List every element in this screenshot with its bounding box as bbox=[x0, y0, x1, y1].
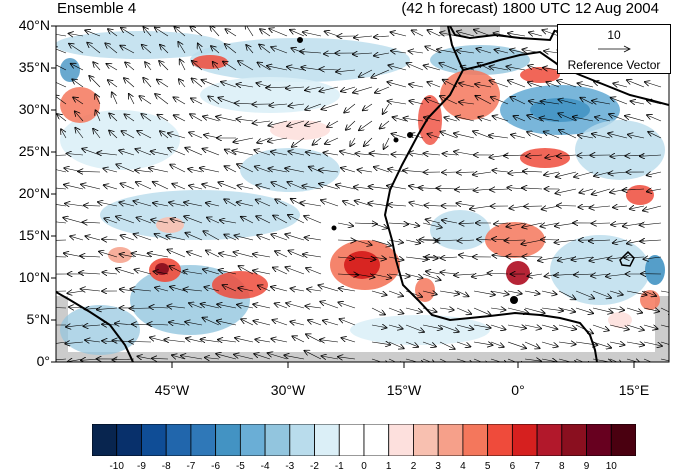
reference-vector-label: Reference Vector bbox=[558, 58, 670, 72]
warm-anomaly bbox=[506, 261, 530, 285]
colorbar-tick-label: 2 bbox=[402, 461, 426, 472]
island bbox=[395, 139, 398, 142]
colorbar-tick-label: -1 bbox=[327, 461, 351, 472]
island bbox=[511, 297, 517, 303]
colorbar-tick-label: 3 bbox=[426, 461, 450, 472]
colorbar-swatch bbox=[611, 424, 636, 456]
cool-anomaly bbox=[60, 58, 80, 82]
lat-label: 20°N bbox=[6, 185, 50, 201]
colorbar-swatch bbox=[339, 424, 364, 456]
colorbar-swatch bbox=[364, 424, 389, 456]
colorbar-swatch bbox=[265, 424, 290, 456]
lon-label: 0° bbox=[493, 382, 543, 398]
lon-label: 45°W bbox=[147, 382, 197, 398]
lat-label: 25°N bbox=[6, 143, 50, 159]
lon-label: 15°E bbox=[609, 382, 659, 398]
lat-label: 40°N bbox=[6, 17, 50, 33]
lat-label: 10°N bbox=[6, 269, 50, 285]
colorbar-tick-label: 4 bbox=[451, 461, 475, 472]
colorbar-swatch bbox=[216, 424, 241, 456]
lat-label: 15°N bbox=[6, 227, 50, 243]
colorbar-tick-label: 5 bbox=[476, 461, 500, 472]
colorbar-swatch bbox=[191, 424, 216, 456]
colorbar-tick-label: 9 bbox=[575, 461, 599, 472]
lon-label: 15°W bbox=[379, 382, 429, 398]
lon-label: 30°W bbox=[263, 382, 313, 398]
cool-anomaly bbox=[575, 120, 665, 180]
colorbar-swatch bbox=[537, 424, 562, 456]
colorbar-swatch bbox=[290, 424, 315, 456]
colorbar-tick-label: 6 bbox=[500, 461, 524, 472]
colorbar-tick-label: -9 bbox=[130, 461, 154, 472]
colorbar-tick-label: -8 bbox=[154, 461, 178, 472]
warm-anomaly bbox=[626, 185, 654, 205]
colorbar-swatch bbox=[562, 424, 587, 456]
colorbar-swatch bbox=[315, 424, 340, 456]
island bbox=[298, 38, 302, 42]
cool-anomaly bbox=[60, 305, 140, 355]
colorbar-swatch bbox=[117, 424, 142, 456]
cool-anomaly bbox=[350, 315, 490, 345]
cool-anomaly bbox=[430, 210, 490, 250]
colorbar-tick-label: -6 bbox=[204, 461, 228, 472]
colorbar-tick-label: 8 bbox=[550, 461, 574, 472]
colorbar-swatch bbox=[587, 424, 612, 456]
colorbar-tick-label: -7 bbox=[179, 461, 203, 472]
warm-anomaly bbox=[108, 247, 132, 263]
island bbox=[333, 227, 336, 230]
warm-anomaly bbox=[212, 271, 268, 299]
colorbar-tick-label: -3 bbox=[278, 461, 302, 472]
colorbar-tick-label: 1 bbox=[377, 461, 401, 472]
warm-anomaly bbox=[192, 55, 228, 69]
colorbar-tick-label: 10 bbox=[599, 461, 623, 472]
colorbar-tick-label: -2 bbox=[303, 461, 327, 472]
cool-anomaly bbox=[645, 255, 665, 285]
colorbar bbox=[92, 424, 636, 456]
colorbar-swatch bbox=[166, 424, 191, 456]
lat-label: 35°N bbox=[6, 59, 50, 75]
colorbar-swatch bbox=[413, 424, 438, 456]
colorbar-swatch bbox=[92, 424, 117, 456]
lat-label: 30°N bbox=[6, 101, 50, 117]
warm-anomaly bbox=[640, 290, 660, 310]
colorbar-swatch bbox=[240, 424, 265, 456]
reference-vector-box: 10 Reference Vector bbox=[557, 24, 671, 74]
cool-anomaly bbox=[550, 235, 650, 305]
warm-anomaly bbox=[520, 148, 570, 168]
colorbar-swatch bbox=[463, 424, 488, 456]
colorbar-tick-label: 0 bbox=[352, 461, 376, 472]
cool-anomaly bbox=[200, 77, 340, 113]
warm-anomaly bbox=[415, 278, 435, 302]
lat-label: 0° bbox=[6, 353, 50, 369]
colorbar-swatch bbox=[438, 424, 463, 456]
lat-label: 5°N bbox=[6, 311, 50, 327]
colorbar-tick-label: 7 bbox=[525, 461, 549, 472]
colorbar-tick-label: -10 bbox=[105, 461, 129, 472]
nodata-band-bottom bbox=[56, 352, 669, 362]
island bbox=[408, 133, 412, 137]
warm-anomaly bbox=[156, 217, 184, 233]
cool-anomaly bbox=[100, 190, 300, 240]
colorbar-tick-label: -4 bbox=[253, 461, 277, 472]
colorbar-swatch bbox=[389, 424, 414, 456]
colorbar-swatch bbox=[512, 424, 537, 456]
colorbar-tick-label: -5 bbox=[228, 461, 252, 472]
colorbar-swatch bbox=[488, 424, 513, 456]
colorbar-swatch bbox=[141, 424, 166, 456]
